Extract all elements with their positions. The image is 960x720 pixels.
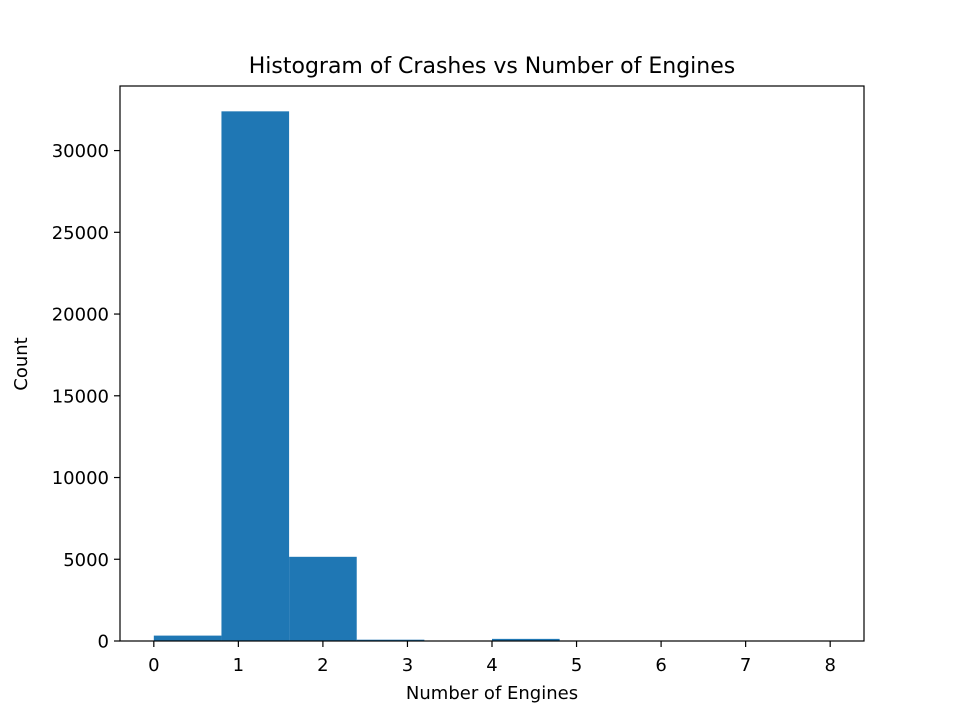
y-tick-label: 15000 — [52, 386, 109, 407]
x-axis-label: Number of Engines — [406, 683, 578, 704]
y-tick-label: 10000 — [52, 468, 109, 489]
histogram-bar-2 — [289, 556, 357, 641]
x-tick-label: 4 — [486, 655, 497, 676]
y-ticks: 0 5000 10000 15000 20000 25000 30000 — [52, 141, 120, 653]
y-axis-label: Count — [11, 337, 32, 390]
y-tick-label: 20000 — [52, 305, 109, 326]
y-tick-label: 0 — [98, 632, 109, 653]
x-tick-label: 8 — [824, 655, 835, 676]
plot-frame — [119, 85, 865, 642]
y-tick-label: 25000 — [52, 223, 109, 244]
bars-layer — [153, 111, 831, 641]
y-tick-label: 30000 — [52, 141, 109, 162]
x-tick-label: 1 — [233, 655, 244, 676]
histogram-bar-3 — [356, 639, 425, 641]
x-tick-label: 0 — [148, 655, 159, 676]
x-tick-label: 2 — [317, 655, 328, 676]
histogram-bar-1 — [221, 111, 290, 641]
x-tick-label: 7 — [740, 655, 751, 676]
x-tick-label: 5 — [571, 655, 582, 676]
x-tick-label: 3 — [402, 655, 413, 676]
histogram-bar-0 — [153, 635, 222, 641]
y-tick-label: 5000 — [63, 550, 109, 571]
x-ticks: 0 1 2 3 4 5 6 7 8 — [148, 641, 836, 676]
chart-title: Histogram of Crashes vs Number of Engine… — [249, 54, 736, 79]
x-tick-label: 6 — [655, 655, 666, 676]
histogram-bar-5 — [492, 638, 560, 641]
